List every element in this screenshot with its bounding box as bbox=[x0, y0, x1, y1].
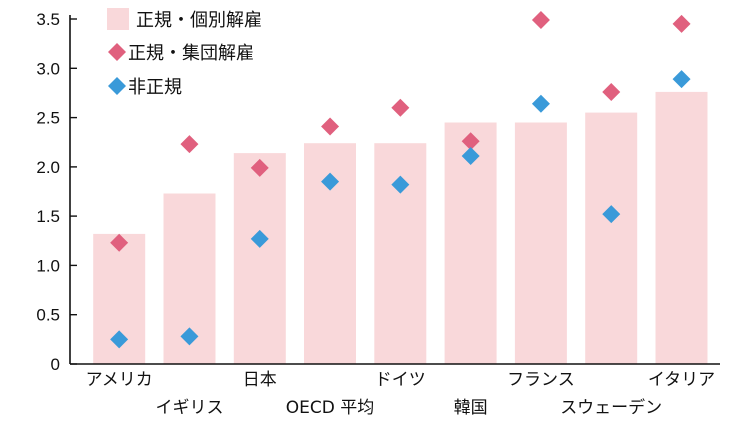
bar-6 bbox=[514, 122, 567, 364]
category-label-0: アメリカ bbox=[86, 370, 153, 390]
marker-s1-3 bbox=[321, 117, 340, 136]
marker-s2-8 bbox=[672, 70, 691, 89]
y-tick-label-2: 1.0 bbox=[36, 256, 60, 275]
category-label-5: 韓国 bbox=[454, 398, 488, 418]
marker-s2-1 bbox=[180, 327, 199, 346]
category-label-3: OECD 平均 bbox=[286, 398, 375, 418]
y-tick-label-0: 0 bbox=[51, 355, 60, 374]
category-label-1: イギリス bbox=[156, 398, 224, 418]
y-tick-label-5: 2.5 bbox=[36, 109, 60, 128]
marker-s2-0 bbox=[110, 330, 129, 349]
marker-s1-8 bbox=[672, 14, 691, 33]
bar-2 bbox=[233, 153, 286, 364]
category-label-8: イタリア bbox=[648, 370, 715, 390]
y-tick-label-1: 0.5 bbox=[36, 306, 60, 325]
markers-layer bbox=[110, 10, 691, 349]
marker-s2-5 bbox=[461, 147, 480, 166]
marker-s1-6 bbox=[531, 10, 550, 29]
marker-s2-2 bbox=[250, 229, 269, 248]
marker-s1-7 bbox=[602, 82, 621, 101]
legend-swatch-1 bbox=[108, 43, 126, 61]
legend-label-2: 非正規 bbox=[128, 77, 182, 98]
marker-s2-3 bbox=[321, 172, 340, 191]
category-label-4: ドイツ bbox=[375, 370, 426, 390]
legend-label-1: 正規・集団解雇 bbox=[128, 43, 254, 64]
y-tick-label-7: 3.5 bbox=[36, 10, 60, 29]
legend-label-0: 正規・個別解雇 bbox=[136, 10, 262, 31]
category-label-2: 日本 bbox=[243, 370, 277, 390]
y-tick-label-6: 3.0 bbox=[36, 59, 60, 78]
marker-s1-5 bbox=[461, 132, 480, 151]
bar-7 bbox=[585, 112, 638, 364]
y-tick-label-3: 1.5 bbox=[36, 207, 60, 226]
marker-s1-4 bbox=[391, 98, 410, 117]
marker-s1-1 bbox=[180, 135, 199, 154]
marker-s1-2 bbox=[250, 158, 269, 177]
marker-s1-0 bbox=[110, 233, 129, 252]
marker-s2-7 bbox=[602, 205, 621, 224]
legend-swatch-0 bbox=[107, 8, 129, 30]
category-label-7: スウェーデン bbox=[560, 397, 662, 418]
bar-8 bbox=[655, 91, 708, 365]
axis-layer: 0 0.5 1.0 1.5 2.0 2.5 3.0 3.5 bbox=[36, 10, 720, 374]
y-tick-label-4: 2.0 bbox=[36, 158, 60, 177]
marker-s2-4 bbox=[391, 175, 410, 194]
category-label-6: フランス bbox=[507, 370, 575, 390]
bars-layer bbox=[93, 91, 708, 365]
marker-s2-6 bbox=[531, 94, 550, 113]
legend-swatch-2 bbox=[108, 77, 126, 95]
